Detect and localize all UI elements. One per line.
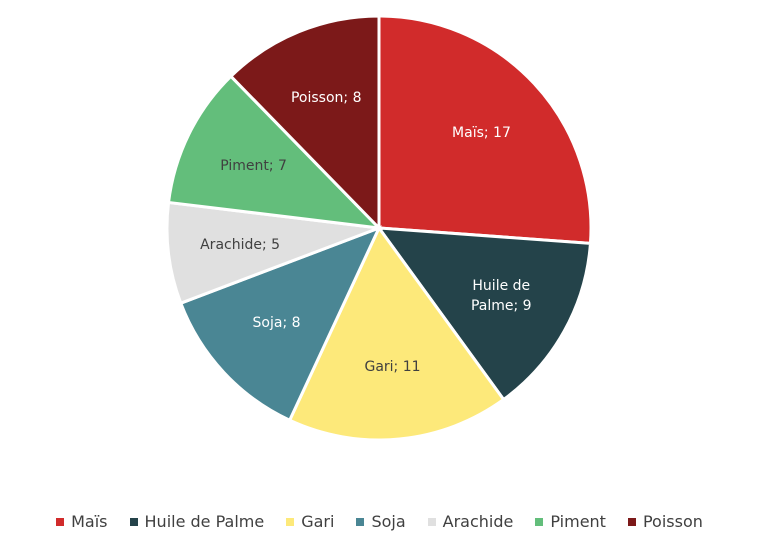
legend-item: Gari bbox=[286, 512, 334, 531]
data-label: Soja; 8 bbox=[252, 315, 301, 332]
legend-swatch bbox=[129, 517, 138, 526]
legend-label: Soja bbox=[371, 512, 406, 531]
legend-label: Arachide bbox=[442, 512, 514, 531]
legend-label: Huile de Palme bbox=[144, 512, 265, 531]
legend-label: Gari bbox=[301, 512, 335, 531]
pie-slice bbox=[228, 14, 381, 232]
legend-label: Maïs bbox=[71, 512, 108, 531]
legend-label: Poisson bbox=[642, 512, 703, 531]
data-label: Piment; 7 bbox=[220, 157, 287, 174]
legend-swatch bbox=[356, 517, 365, 526]
pie-slice bbox=[165, 200, 380, 306]
legend-swatch bbox=[56, 517, 65, 526]
legend-item: Poisson bbox=[627, 512, 703, 531]
pie-slice bbox=[287, 225, 506, 442]
legend-item: Maïs bbox=[56, 512, 108, 531]
pie-slice bbox=[375, 226, 593, 402]
pie-slice bbox=[377, 14, 593, 245]
pie-slice bbox=[166, 74, 384, 231]
pie-slice bbox=[178, 225, 382, 423]
data-label: Gari; 11 bbox=[364, 359, 421, 376]
data-label: Arachide; 5 bbox=[200, 236, 281, 253]
legend-item: Piment bbox=[535, 512, 606, 531]
data-label: Huile de Palme; 9 bbox=[470, 277, 532, 314]
legend-item: Arachide bbox=[427, 512, 514, 531]
legend-swatch bbox=[286, 517, 295, 526]
legend-swatch bbox=[535, 517, 544, 526]
data-label: Maïs; 17 bbox=[452, 124, 511, 141]
legend-label: Piment bbox=[550, 512, 606, 531]
data-label: Poisson; 8 bbox=[290, 90, 362, 107]
legend: Maïs Huile de Palme Gari Soja Arachide Piment… bbox=[0, 512, 759, 531]
legend-swatch bbox=[627, 517, 636, 526]
legend-swatch bbox=[427, 517, 436, 526]
legend-item: Soja bbox=[356, 512, 406, 531]
legend-item: Huile de Palme bbox=[129, 512, 265, 531]
